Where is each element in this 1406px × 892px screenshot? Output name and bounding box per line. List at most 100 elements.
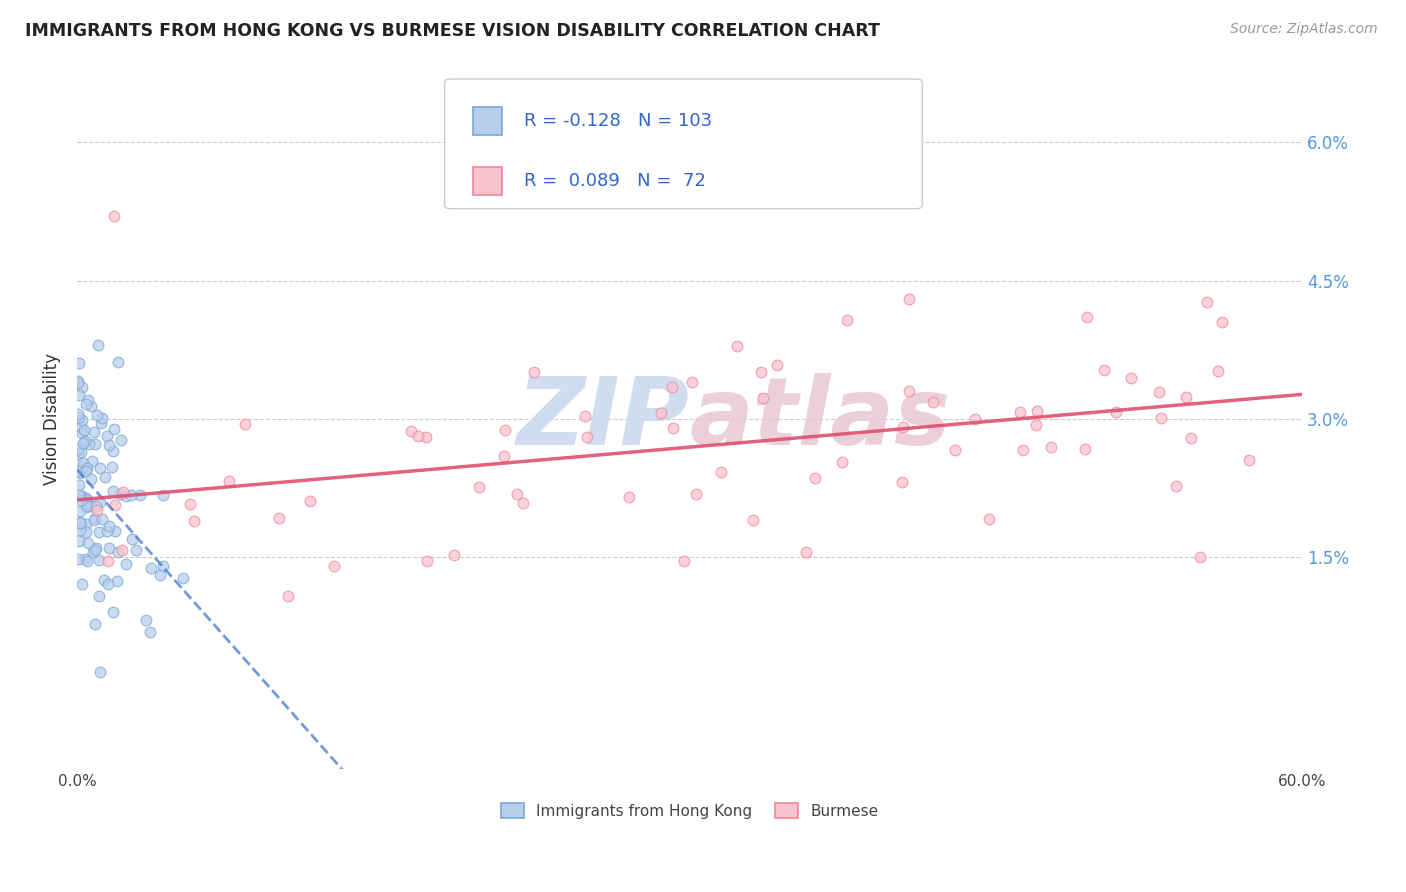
Point — [443, 548, 465, 562]
Point — [70, 489, 93, 503]
Point — [70, 519, 93, 533]
Point — [1211, 315, 1233, 329]
Point — [67, 478, 90, 492]
Point — [67, 488, 90, 502]
Point — [672, 554, 695, 568]
Point — [277, 590, 299, 604]
Point — [69, 504, 91, 518]
Text: R =  0.089   N =  72: R = 0.089 N = 72 — [524, 171, 706, 190]
Point — [120, 488, 142, 502]
Point — [93, 573, 115, 587]
Point — [1105, 404, 1128, 418]
Point — [69, 516, 91, 531]
Point — [103, 484, 125, 499]
Point — [1076, 310, 1098, 324]
Point — [152, 558, 174, 573]
Point — [139, 625, 162, 640]
Point — [80, 499, 103, 513]
Point — [89, 665, 111, 680]
Point — [104, 498, 127, 512]
Point — [73, 423, 96, 437]
Point — [152, 488, 174, 502]
Point — [67, 447, 90, 461]
Point — [766, 358, 789, 372]
Point — [75, 491, 97, 506]
Point — [121, 533, 143, 547]
Point — [139, 561, 162, 575]
Point — [1011, 442, 1033, 457]
Point — [1119, 371, 1142, 385]
Point — [80, 453, 103, 467]
Point — [77, 437, 100, 451]
Legend: Immigrants from Hong Kong, Burmese: Immigrants from Hong Kong, Burmese — [495, 797, 884, 825]
Point — [135, 613, 157, 627]
Point — [98, 438, 121, 452]
Point — [97, 554, 120, 568]
Point — [77, 393, 100, 408]
Point — [72, 456, 94, 470]
Point — [110, 542, 132, 557]
Point — [110, 486, 132, 500]
Point — [416, 554, 439, 568]
Point — [67, 376, 90, 390]
Point — [218, 474, 240, 488]
Point — [742, 513, 765, 527]
Point — [943, 442, 966, 457]
Point — [831, 455, 853, 469]
Point — [96, 524, 118, 539]
Point — [898, 293, 921, 307]
Point — [1149, 410, 1171, 425]
Point — [91, 410, 114, 425]
Point — [89, 495, 111, 509]
Point — [70, 425, 93, 440]
Point — [890, 475, 912, 489]
Point — [922, 395, 945, 409]
Point — [112, 484, 135, 499]
Point — [650, 406, 672, 420]
Point — [1025, 418, 1047, 433]
Point — [107, 355, 129, 369]
Point — [76, 461, 98, 475]
Point — [574, 409, 596, 423]
Point — [681, 376, 703, 390]
Point — [76, 500, 98, 514]
Point — [90, 417, 112, 431]
Point — [406, 429, 429, 443]
Point — [979, 511, 1001, 525]
Point — [73, 552, 96, 566]
Point — [685, 487, 707, 501]
Point — [83, 512, 105, 526]
Point — [751, 391, 773, 405]
Point — [67, 407, 90, 421]
Point — [1180, 431, 1202, 445]
Point — [90, 511, 112, 525]
Point — [67, 534, 90, 549]
Point — [75, 464, 97, 478]
Point — [80, 472, 103, 486]
Point — [619, 491, 641, 505]
Point — [1025, 403, 1047, 417]
Point — [512, 496, 534, 510]
Point — [67, 552, 90, 566]
Point — [749, 365, 772, 379]
Point — [86, 541, 108, 555]
Point — [83, 617, 105, 632]
Text: IMMIGRANTS FROM HONG KONG VS BURMESE VISION DISABILITY CORRELATION CHART: IMMIGRANTS FROM HONG KONG VS BURMESE VIS… — [25, 22, 880, 40]
Point — [523, 366, 546, 380]
Point — [897, 384, 920, 399]
Point — [84, 511, 107, 525]
Text: Source: ZipAtlas.com: Source: ZipAtlas.com — [1230, 22, 1378, 37]
Point — [67, 355, 90, 369]
Point — [114, 489, 136, 503]
Point — [87, 553, 110, 567]
Point — [125, 542, 148, 557]
Point — [96, 428, 118, 442]
Point — [107, 545, 129, 559]
Point — [70, 420, 93, 434]
Point — [269, 511, 291, 525]
Point — [69, 516, 91, 530]
Point — [69, 492, 91, 507]
Point — [98, 541, 121, 555]
Point — [69, 445, 91, 459]
Point — [75, 397, 97, 411]
